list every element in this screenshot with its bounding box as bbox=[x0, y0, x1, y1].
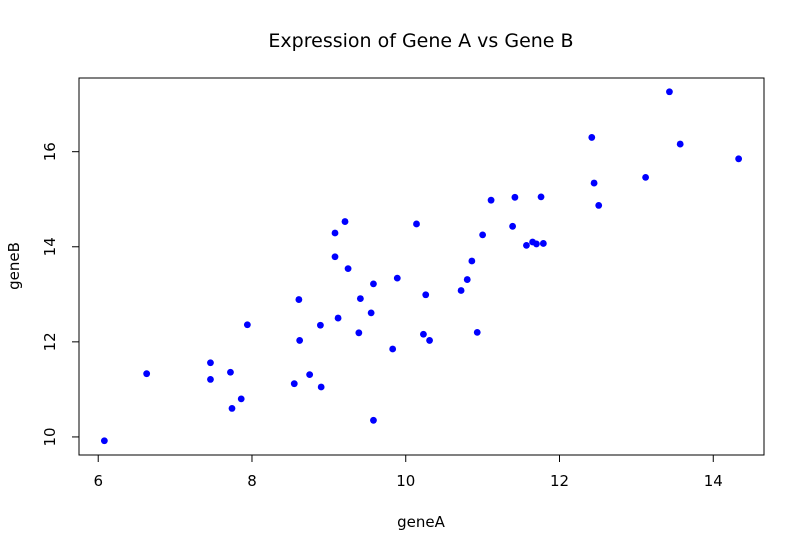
data-point bbox=[344, 265, 352, 273]
data-point bbox=[479, 231, 487, 239]
data-point bbox=[207, 359, 214, 367]
data-point bbox=[533, 240, 540, 248]
data-point bbox=[420, 330, 427, 338]
data-point bbox=[457, 287, 465, 294]
data-point bbox=[676, 140, 684, 148]
data-point bbox=[463, 276, 471, 283]
data-point bbox=[227, 368, 234, 376]
data-point bbox=[590, 179, 598, 187]
data-point bbox=[295, 296, 303, 303]
data-point bbox=[413, 220, 420, 228]
data-point bbox=[306, 371, 314, 379]
data-point bbox=[523, 241, 530, 249]
data-point bbox=[422, 291, 430, 299]
data-point bbox=[509, 222, 517, 230]
data-point bbox=[426, 337, 433, 344]
data-point bbox=[539, 240, 547, 247]
x-tick-label: 10 bbox=[396, 472, 415, 490]
data-point bbox=[389, 345, 397, 353]
data-point bbox=[393, 274, 401, 282]
y-tick-label: 10 bbox=[41, 427, 59, 446]
x-tick-label: 12 bbox=[550, 472, 569, 490]
data-point bbox=[355, 329, 363, 337]
plot-frame bbox=[78, 77, 765, 456]
data-point bbox=[473, 328, 481, 336]
data-point bbox=[487, 196, 495, 204]
data-point bbox=[735, 155, 743, 163]
data-point bbox=[334, 314, 342, 322]
x-tick-label: 6 bbox=[93, 472, 103, 490]
y-tick-label: 14 bbox=[41, 237, 59, 256]
x-axis: 6 8 10 12 14 bbox=[93, 454, 723, 490]
data-point bbox=[588, 134, 596, 141]
data-point bbox=[143, 370, 151, 378]
data-point bbox=[341, 218, 349, 225]
data-point bbox=[331, 229, 339, 237]
data-point bbox=[537, 193, 545, 201]
data-point bbox=[367, 309, 375, 317]
data-point bbox=[356, 295, 364, 302]
data-point bbox=[100, 437, 108, 445]
data-point bbox=[290, 380, 298, 388]
data-point bbox=[243, 321, 251, 329]
x-tick-label: 8 bbox=[247, 472, 257, 490]
chart-title: Expression of Gene A vs Gene B bbox=[268, 30, 573, 52]
y-axis: 10 12 14 16 bbox=[41, 142, 80, 446]
data-point bbox=[468, 257, 476, 265]
data-point bbox=[237, 395, 245, 403]
data-points bbox=[100, 88, 743, 445]
y-tick-label: 16 bbox=[41, 142, 59, 161]
data-point bbox=[207, 376, 214, 383]
data-point bbox=[370, 416, 377, 424]
data-point bbox=[317, 383, 325, 391]
y-tick-label: 12 bbox=[41, 332, 59, 351]
y-axis-label: geneB bbox=[5, 242, 23, 290]
data-point bbox=[317, 321, 324, 329]
data-point bbox=[595, 202, 603, 209]
data-point bbox=[331, 253, 339, 261]
data-point bbox=[511, 193, 519, 201]
data-point bbox=[370, 280, 377, 288]
data-point bbox=[642, 173, 650, 181]
x-tick-label: 14 bbox=[704, 472, 723, 490]
data-point bbox=[296, 337, 304, 344]
data-point bbox=[228, 405, 236, 412]
data-point bbox=[666, 88, 673, 96]
x-axis-label: geneA bbox=[397, 513, 445, 531]
